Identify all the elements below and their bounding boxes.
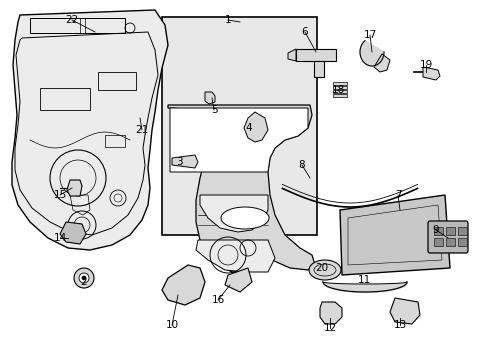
Polygon shape xyxy=(204,92,215,104)
Bar xyxy=(332,94,346,97)
Polygon shape xyxy=(339,195,449,275)
Bar xyxy=(85,18,125,33)
Text: 8: 8 xyxy=(298,160,305,170)
Polygon shape xyxy=(172,155,198,168)
Text: 18: 18 xyxy=(331,85,344,95)
Bar xyxy=(457,238,466,246)
Polygon shape xyxy=(60,222,86,244)
Polygon shape xyxy=(422,67,439,80)
FancyBboxPatch shape xyxy=(427,221,467,253)
Polygon shape xyxy=(168,105,314,272)
Text: 10: 10 xyxy=(165,320,178,330)
Bar xyxy=(98,72,136,90)
Text: 5: 5 xyxy=(210,105,217,115)
Bar xyxy=(40,88,90,110)
Text: 9: 9 xyxy=(432,225,438,235)
Text: 6: 6 xyxy=(301,27,307,37)
Polygon shape xyxy=(287,49,295,61)
Ellipse shape xyxy=(221,207,268,229)
Circle shape xyxy=(82,276,86,280)
Polygon shape xyxy=(170,108,307,172)
Text: 12: 12 xyxy=(323,323,336,333)
Polygon shape xyxy=(12,10,168,250)
Polygon shape xyxy=(244,112,267,142)
Bar xyxy=(457,227,466,235)
Text: 15: 15 xyxy=(53,190,66,200)
Polygon shape xyxy=(162,265,204,305)
Circle shape xyxy=(79,273,89,283)
Bar xyxy=(332,90,346,93)
Text: 11: 11 xyxy=(357,275,370,285)
Ellipse shape xyxy=(308,260,340,280)
Polygon shape xyxy=(224,268,251,292)
Text: 22: 22 xyxy=(65,15,79,25)
Bar xyxy=(162,17,316,235)
Circle shape xyxy=(74,268,94,288)
Polygon shape xyxy=(319,302,341,324)
Polygon shape xyxy=(67,180,82,196)
Bar xyxy=(445,238,454,246)
Text: 7: 7 xyxy=(394,190,401,200)
Polygon shape xyxy=(313,61,324,77)
Polygon shape xyxy=(389,298,419,324)
Text: 3: 3 xyxy=(175,157,182,167)
Bar xyxy=(30,18,125,33)
Bar xyxy=(433,238,442,246)
Polygon shape xyxy=(200,195,267,232)
Bar xyxy=(30,18,80,33)
Text: 4: 4 xyxy=(245,123,252,133)
Text: 16: 16 xyxy=(211,295,224,305)
Text: 1: 1 xyxy=(224,15,231,25)
Polygon shape xyxy=(295,49,335,61)
Text: 17: 17 xyxy=(363,30,376,40)
Polygon shape xyxy=(359,41,383,66)
Polygon shape xyxy=(196,240,274,272)
Text: 20: 20 xyxy=(315,263,328,273)
Bar xyxy=(105,135,125,147)
Text: 14: 14 xyxy=(53,233,66,243)
Bar xyxy=(445,227,454,235)
Text: 13: 13 xyxy=(392,320,406,330)
Text: 21: 21 xyxy=(135,125,148,135)
Bar xyxy=(332,82,346,85)
Text: 19: 19 xyxy=(419,60,432,70)
Text: 2: 2 xyxy=(81,277,87,287)
Bar xyxy=(332,86,346,89)
Polygon shape xyxy=(373,54,389,72)
Bar xyxy=(433,227,442,235)
